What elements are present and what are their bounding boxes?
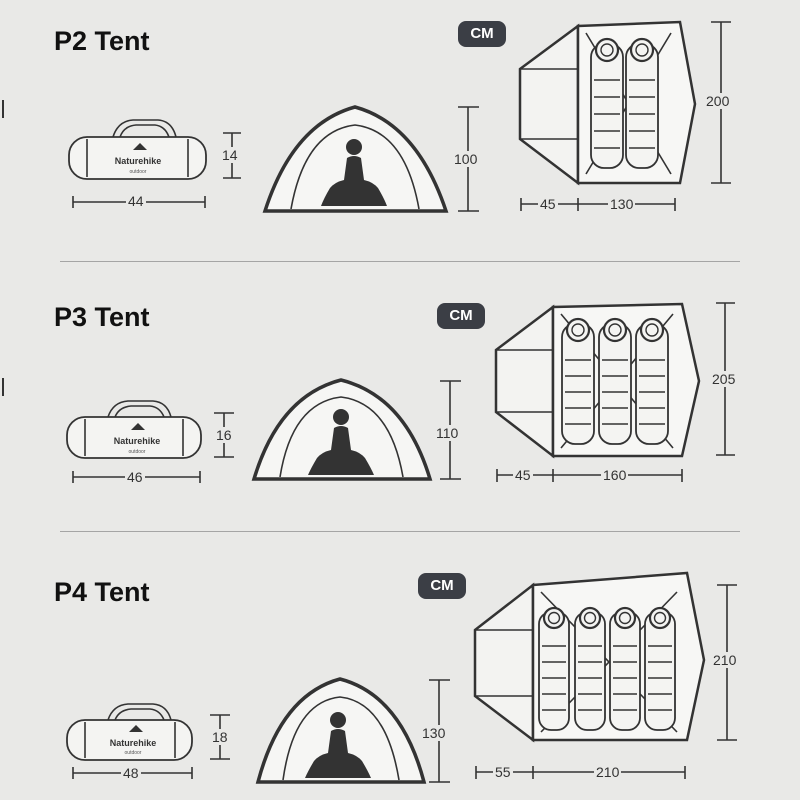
floor-width-label: 160 [601,467,629,483]
sleeping-bag-icon [609,606,641,731]
sleeping-bag-icon [625,37,659,169]
section-divider [60,261,740,262]
carry-bag-icon: Naturehike outdoor [68,119,207,180]
tent-height-label: 100 [452,151,480,167]
bag-length-label: 46 [125,469,145,485]
bag-brand-sub: outdoor [125,750,142,756]
sleeping-bag-icon [561,317,595,445]
tent-title: P2 Tent [54,26,150,56]
floor-length-label: 200 [704,93,732,109]
floor-length-label: 205 [710,371,738,387]
edge-tick-mark [2,100,4,118]
bag-brand-sub: outdoor [130,169,147,175]
carry-bag-icon: Naturehike outdoor [66,703,193,761]
vestibule-depth-label: 45 [513,467,533,483]
sleeping-bag-icon [644,606,676,731]
p3-diagram: Naturehike outdoor [66,302,735,483]
bag-length-label: 48 [121,765,141,781]
tent-front-icon [255,677,427,784]
sleeping-bag-icon [590,37,624,169]
tent-section-p3: P3 Tent CM Naturehike outdoor [0,262,800,527]
bag-length-label: 44 [126,193,146,209]
tent-front-icon [262,105,449,213]
section-divider [60,531,740,532]
floor-plan-icon [494,302,701,459]
floor-plan-icon [473,571,706,743]
vestibule-depth-label: 45 [538,196,558,212]
tent-section-p4: P4 Tent CM Naturehike outdoor [0,532,800,797]
bag-brand-label: Naturehike [114,436,161,446]
edge-tick-mark [2,378,4,396]
tent-height-label: 130 [420,725,448,741]
tent-title: P3 Tent [54,302,150,332]
bag-diameter-label: 18 [210,729,230,745]
sleeping-bag-icon [538,606,570,731]
vestibule-depth-label: 55 [493,764,513,780]
bag-brand-label: Naturehike [110,738,157,748]
bag-diameter-label: 14 [220,147,240,163]
sleeping-bag-icon [574,606,606,731]
p2-diagram: Naturehike outdoor [68,20,731,213]
carry-bag-icon: Naturehike outdoor [66,400,202,459]
unit-badge: CM [418,573,466,599]
floor-plan-icon [518,20,697,186]
tent-height-label: 110 [434,425,461,441]
tent-section-p2: P2 Tent CM Naturehike outdoor [0,0,800,265]
floor-length-label: 210 [711,652,739,668]
p4-diagram: Naturehike outdoor [66,571,737,784]
sleeping-bag-icon [598,317,632,445]
tent-front-icon [251,378,433,481]
bag-brand-sub: outdoor [129,449,146,455]
unit-badge: CM [458,21,506,47]
tent-title: P4 Tent [54,577,150,607]
floor-width-label: 210 [594,764,622,780]
sleeping-bag-icon [635,317,669,445]
bag-diameter-label: 16 [214,427,234,443]
floor-width-label: 130 [608,196,636,212]
unit-badge: CM [437,303,485,329]
bag-brand-label: Naturehike [115,156,162,166]
